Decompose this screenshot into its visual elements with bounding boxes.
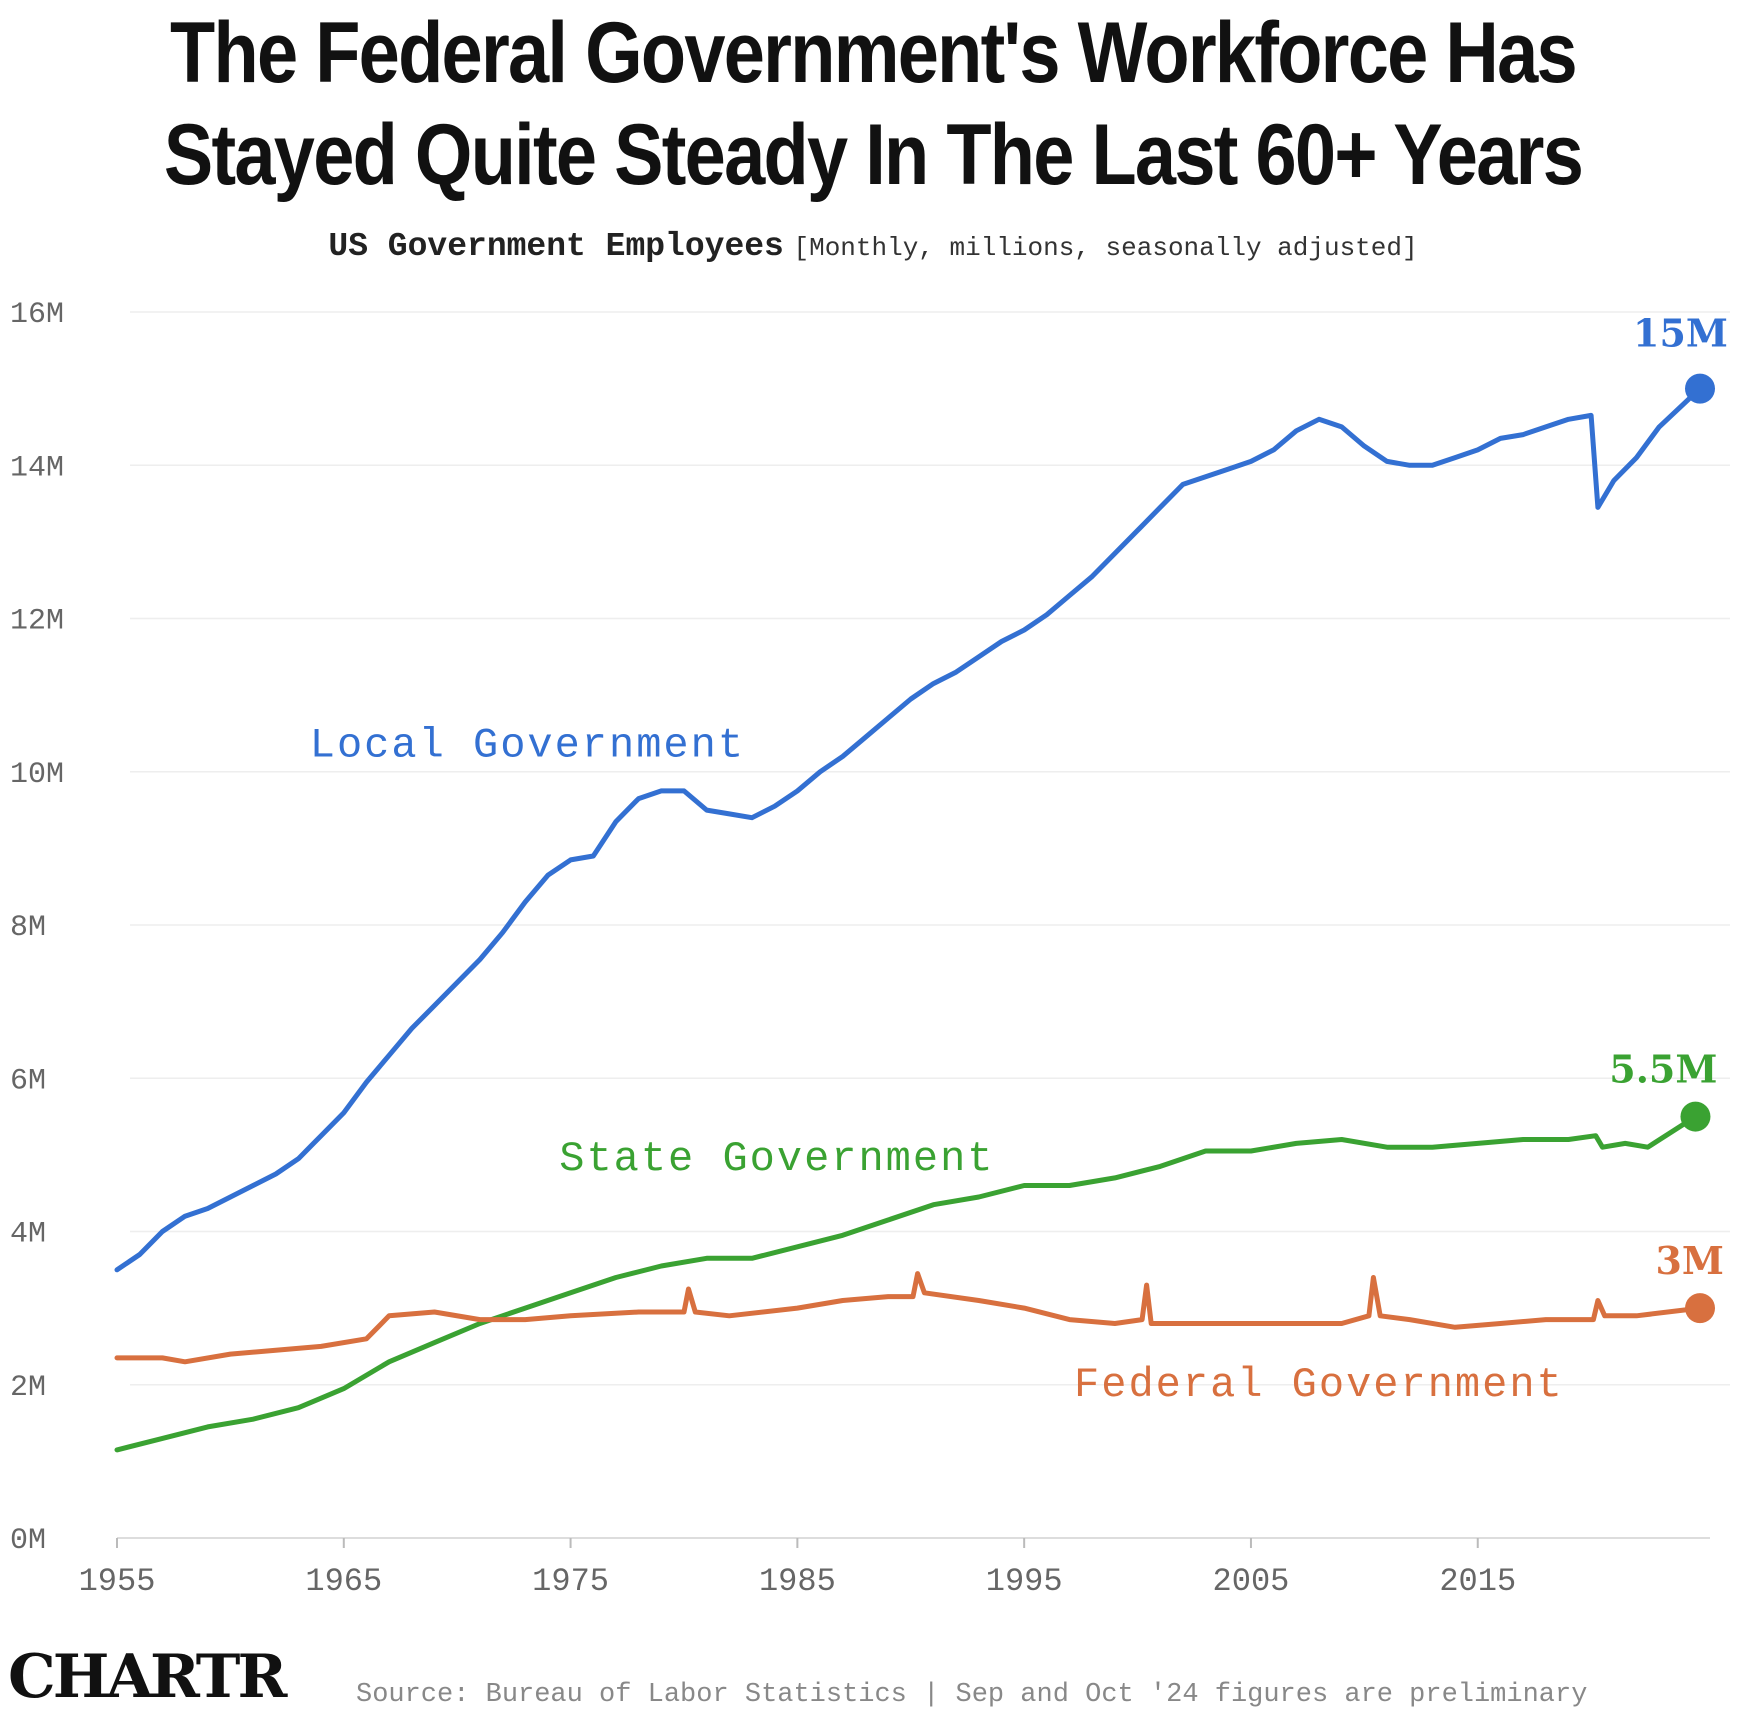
end-label-state-government: 5.5M — [1609, 1047, 1717, 1092]
y-tick-label: 16M — [10, 298, 64, 332]
end-point-state-government — [1680, 1101, 1711, 1132]
series-line-local-government — [114, 386, 1703, 1273]
end-point-federal-government — [1685, 1293, 1715, 1324]
series-label-local-government: Local Government — [310, 721, 745, 769]
series-line-federal-government — [114, 1271, 1703, 1365]
end-label-federal-government: 3M — [1655, 1238, 1724, 1283]
end-label-local-government: 15M — [1633, 311, 1728, 356]
title-line-2: Stayed Quite Steady In The Last 60+ Year… — [163, 107, 1584, 203]
y-tick-label: 0M — [10, 1524, 46, 1558]
series-label-federal-government: Federal Government — [1074, 1361, 1564, 1409]
x-tick-label: 1995 — [986, 1563, 1063, 1600]
end-point-local-government — [1685, 373, 1715, 404]
x-tick-label: 1955 — [79, 1563, 156, 1600]
y-tick-label: 6M — [10, 1064, 46, 1098]
subtitle-note: [Monthly, millions, seasonally adjusted] — [793, 233, 1418, 263]
title-line-1: The Federal Government's Workforce Has — [170, 5, 1578, 101]
y-tick-label: 12M — [10, 605, 64, 639]
y-tick-label: 10M — [10, 758, 64, 792]
x-tick-label: 1975 — [532, 1563, 609, 1600]
series-line-state-government — [114, 1114, 1698, 1453]
source-note: Source: Bureau of Labor Statistics | Sep… — [356, 1680, 1588, 1710]
y-tick-label: 8M — [10, 911, 46, 945]
x-tick-label: 1965 — [305, 1563, 382, 1600]
chart-title: The Federal Government's Workforce Has S… — [122, 2, 1624, 206]
chart-subtitle: US Government Employees [Monthly, millio… — [0, 228, 1746, 265]
y-tick-label: 14M — [10, 451, 64, 485]
x-tick-label: 1985 — [759, 1563, 836, 1600]
y-tick-label: 4M — [10, 1218, 46, 1252]
y-tick-label: 2M — [10, 1371, 46, 1405]
x-tick-label: 2015 — [1439, 1563, 1516, 1600]
x-tick-label: 2005 — [1213, 1563, 1290, 1600]
subtitle-main: US Government Employees — [328, 228, 784, 265]
series-label-state-government: State Government — [559, 1135, 994, 1183]
chartr-logo: CHARTR — [8, 1642, 287, 1712]
